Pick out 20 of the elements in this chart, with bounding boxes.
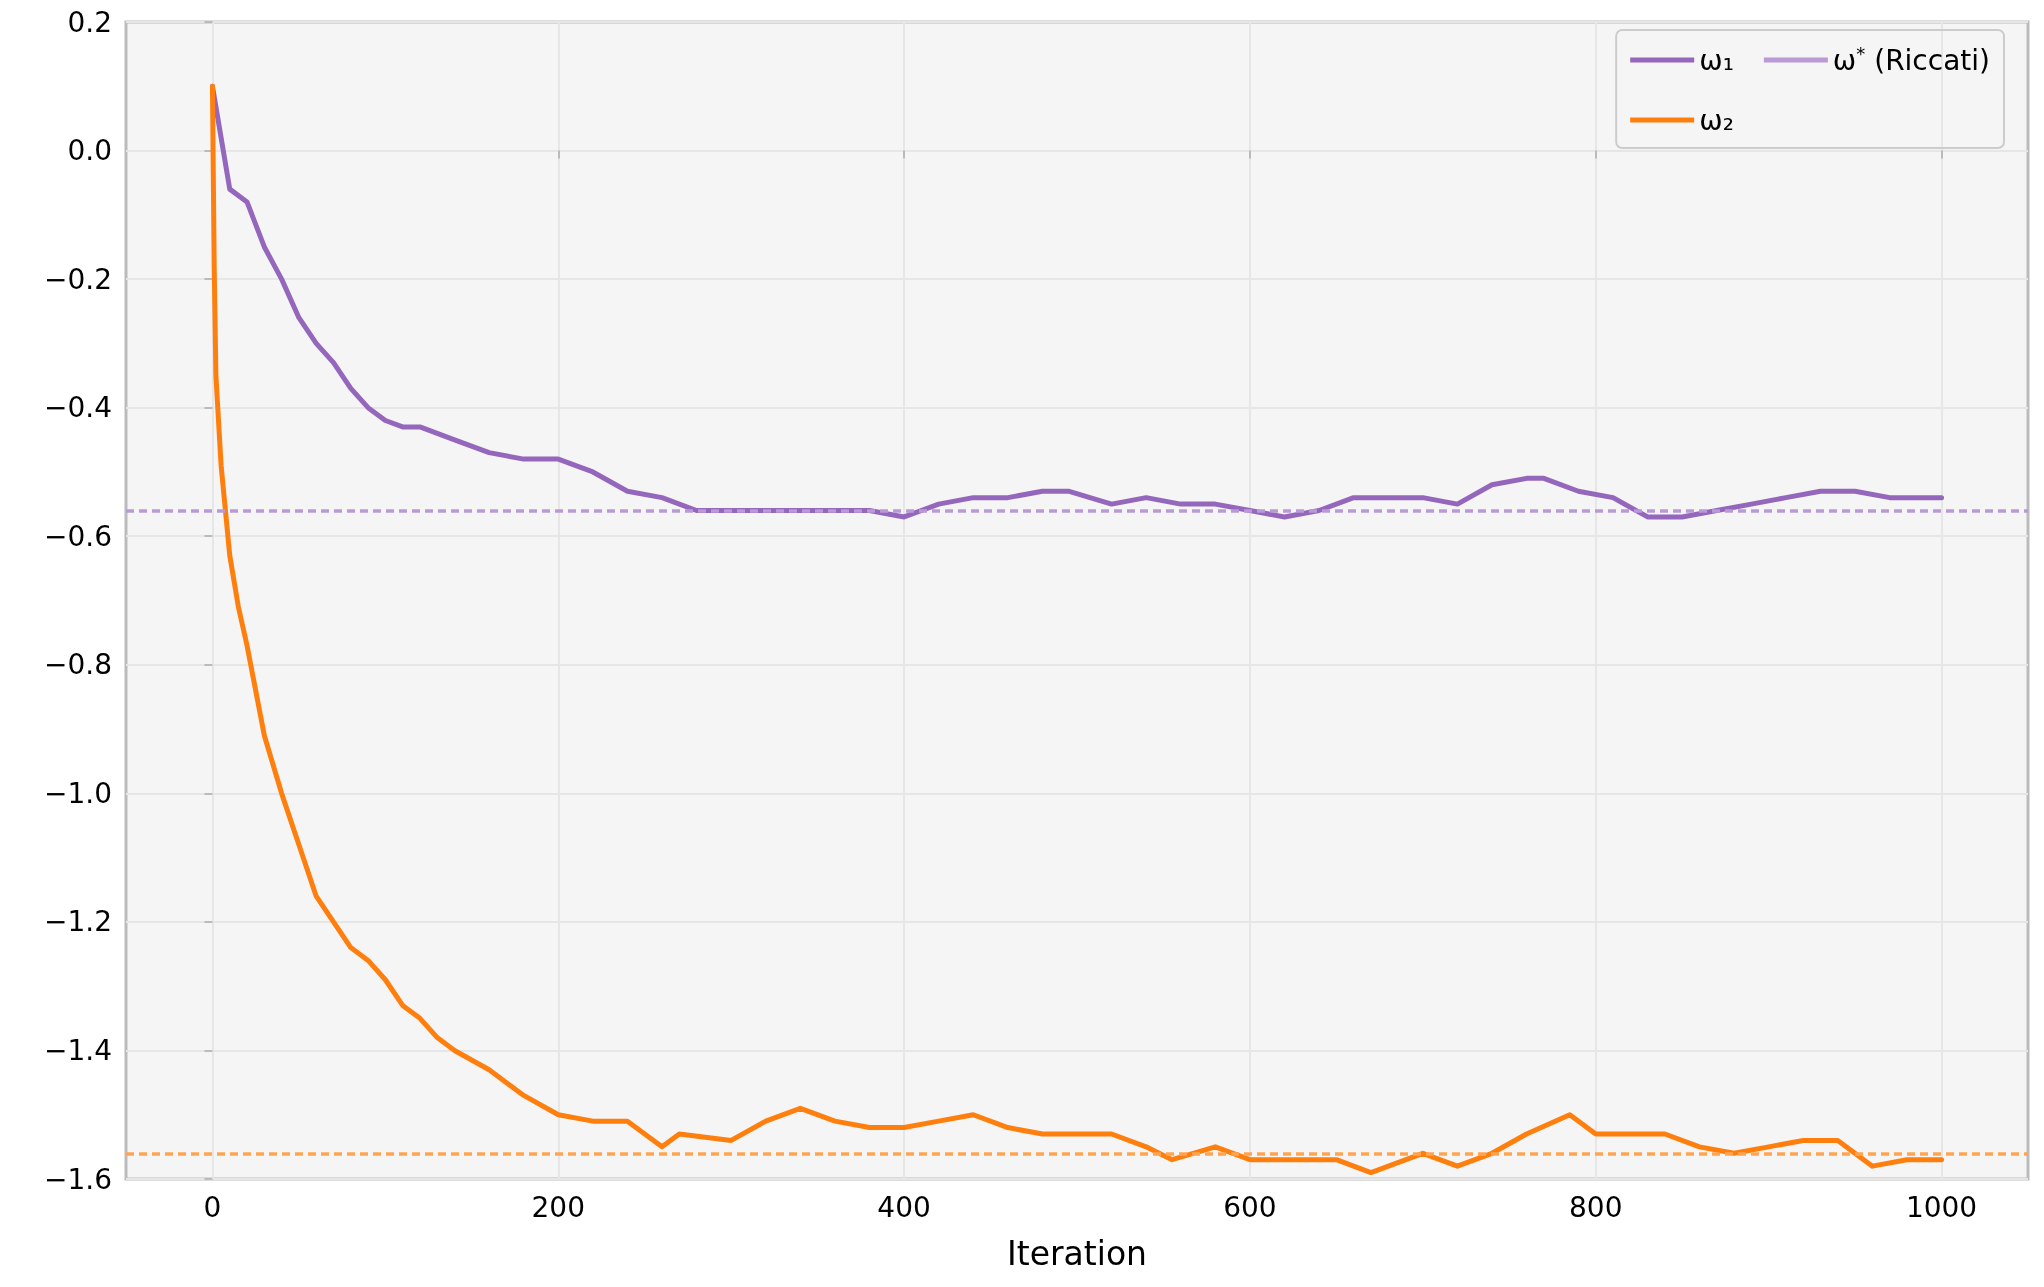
- y-tick-label: −1.0: [44, 776, 112, 810]
- x-axis-title: Iteration: [1007, 1234, 1147, 1273]
- x-tick-label: 200: [531, 1190, 585, 1224]
- y-tick-label: −0.8: [44, 648, 112, 682]
- legend-label: ω₂: [1699, 103, 1734, 137]
- y-tick-label: 0.2: [67, 5, 112, 39]
- x-tick-label: 800: [1569, 1190, 1623, 1224]
- y-tick-label: 0.0: [67, 134, 112, 168]
- x-tick-label: 1000: [1905, 1190, 1978, 1224]
- y-tick-label: −1.2: [44, 905, 112, 939]
- y-tick-label: −1.4: [44, 1033, 112, 1067]
- y-tick-label: −0.4: [44, 391, 112, 425]
- y-tick-label: −1.6: [44, 1162, 112, 1196]
- x-tick-label: 600: [1223, 1190, 1277, 1224]
- y-tick-label: −0.6: [44, 519, 112, 553]
- y-tick-label: −0.2: [44, 262, 112, 296]
- x-tick-label: 0: [203, 1190, 222, 1224]
- x-tick-label: 400: [877, 1190, 931, 1224]
- legend-label: ω₁: [1699, 43, 1734, 77]
- legend-label: ω* (Riccati): [1832, 42, 1990, 77]
